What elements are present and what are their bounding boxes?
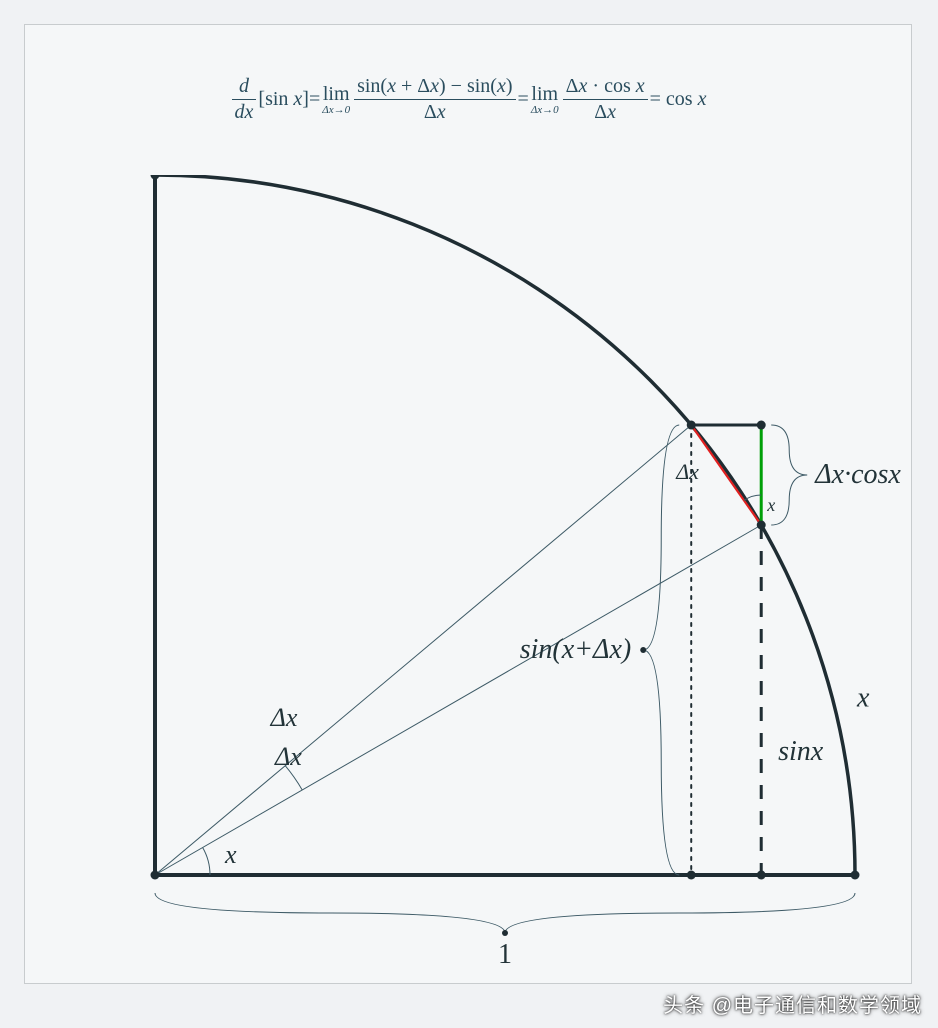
quarter-arc	[155, 175, 855, 875]
watermark: 头条 @电子通信和数学领域	[663, 989, 922, 1018]
point	[757, 421, 766, 430]
label: 1	[498, 939, 512, 970]
brace-dxcosx	[771, 425, 807, 525]
angle-x-arc	[203, 848, 210, 876]
point	[151, 175, 160, 180]
point	[502, 930, 508, 936]
point	[851, 871, 860, 880]
label: Δx	[270, 703, 298, 732]
dx-chord-red	[691, 425, 761, 525]
brace-radius-1	[155, 893, 855, 933]
diagram-frame: ddx[sin x] = limΔx→0sin(x + Δx) − sin(x)…	[24, 24, 912, 984]
point	[640, 647, 646, 653]
label: x	[224, 840, 237, 869]
label: sinx	[778, 736, 824, 767]
label: Δx·cosx	[814, 459, 901, 490]
point	[757, 521, 766, 530]
label: sin(x+Δx)	[520, 634, 632, 665]
point	[151, 871, 160, 880]
brace-sinxdx	[643, 425, 679, 875]
radius-to-p1	[155, 525, 761, 875]
derivative-formula: ddx[sin x] = limΔx→0sin(x + Δx) − sin(x)…	[25, 75, 911, 124]
point	[687, 871, 696, 880]
label: Δx	[675, 459, 699, 484]
point	[757, 871, 766, 880]
label: x	[766, 495, 775, 515]
point	[687, 421, 696, 430]
label: Δx	[274, 742, 302, 771]
geometric-diagram: 1 Δx·cosx sinx x sin(x+Δx) Δx x Δx x Δx	[85, 175, 905, 995]
label: x	[856, 682, 870, 713]
